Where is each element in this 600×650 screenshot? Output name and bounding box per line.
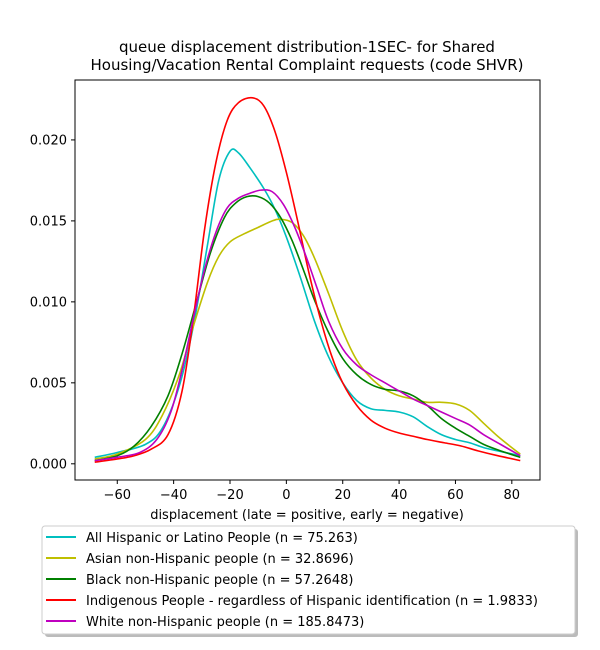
legend-label-1: Asian non-Hispanic people (n = 32.8696) <box>86 552 354 567</box>
x-axis-label: displacement (late = positive, early = n… <box>150 508 464 523</box>
legend-label-3: Indigenous People - regardless of Hispan… <box>86 594 538 609</box>
legend-label-4: White non-Hispanic people (n = 185.8473) <box>86 615 364 630</box>
legend-label-2: Black non-Hispanic people (n = 57.2648) <box>86 573 353 588</box>
chart-title-line-1: queue displacement distribution-1SEC- fo… <box>119 38 495 56</box>
series-line-1 <box>94 218 521 460</box>
legend: All Hispanic or Latino People (n = 75.26… <box>41 525 578 637</box>
legend-label-0: All Hispanic or Latino People (n = 75.26… <box>86 531 358 546</box>
x-tick-label: −20 <box>216 488 243 503</box>
x-axis: −60 −40 −20 0 20 40 60 80 <box>104 480 521 503</box>
series-line-2 <box>94 194 521 462</box>
series-line-4 <box>94 189 521 462</box>
y-tick-label: 0.020 <box>30 133 67 148</box>
legend-box <box>41 525 576 635</box>
y-tick-label: 0.005 <box>30 376 67 391</box>
chart-title-line-2: Housing/Vacation Rental Complaint reques… <box>91 56 524 74</box>
series-layer <box>94 96 521 463</box>
x-tick-label: 60 <box>447 488 464 503</box>
x-tick-label: 0 <box>282 488 290 503</box>
y-axis: 0.000 0.005 0.010 0.015 0.020 <box>30 133 75 472</box>
y-tick-label: 0.000 <box>30 457 67 472</box>
y-tick-label: 0.015 <box>30 214 67 229</box>
x-tick-label: 40 <box>391 488 408 503</box>
series-line-3 <box>94 96 521 463</box>
x-tick-label: −60 <box>104 488 131 503</box>
x-tick-label: −40 <box>160 488 187 503</box>
plot-frame <box>74 79 541 481</box>
series-line-0 <box>94 148 521 459</box>
x-tick-label: 20 <box>334 488 351 503</box>
y-tick-label: 0.010 <box>30 295 67 310</box>
x-tick-label: 80 <box>504 488 521 503</box>
